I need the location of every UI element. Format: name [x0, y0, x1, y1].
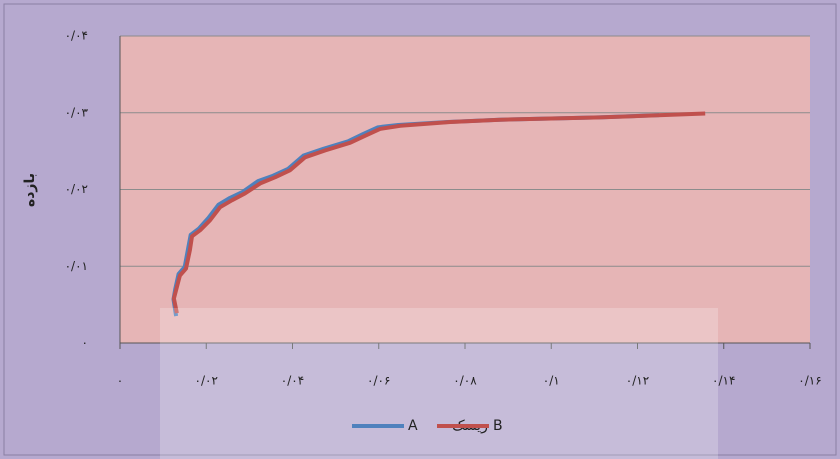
legend-label: B — [493, 418, 503, 434]
y-tick-label: ۰ — [82, 336, 88, 350]
x-tick-label: ۰/۱۲ — [626, 374, 649, 388]
y-tick-label: ۰/۰۴ — [65, 29, 88, 43]
x-tick-label: ۰/۱۴ — [712, 374, 735, 388]
x-tick-label: ۰/۰۶ — [367, 374, 390, 388]
y-axis-title: بازده — [22, 173, 38, 207]
y-tick-label: ۰/۰۲ — [65, 182, 88, 196]
frame — [3, 3, 837, 456]
x-tick-label: ۰ — [117, 374, 123, 388]
y-tick-label: ۰/۰۱ — [65, 259, 88, 273]
watermark — [160, 308, 718, 459]
legend-label: A — [408, 418, 418, 434]
x-tick-label: ۰/۰۲ — [195, 374, 218, 388]
x-tick-label: ۰/۱ — [543, 374, 560, 388]
x-tick-label: ۰/۰۴ — [281, 374, 304, 388]
x-tick-label: ۰/۰۸ — [453, 374, 477, 388]
y-tick-label: ۰/۰۳ — [65, 105, 89, 119]
x-tick-label: ۰/۱۶ — [798, 374, 821, 388]
lines — [171, 111, 706, 317]
series-line — [171, 111, 706, 314]
